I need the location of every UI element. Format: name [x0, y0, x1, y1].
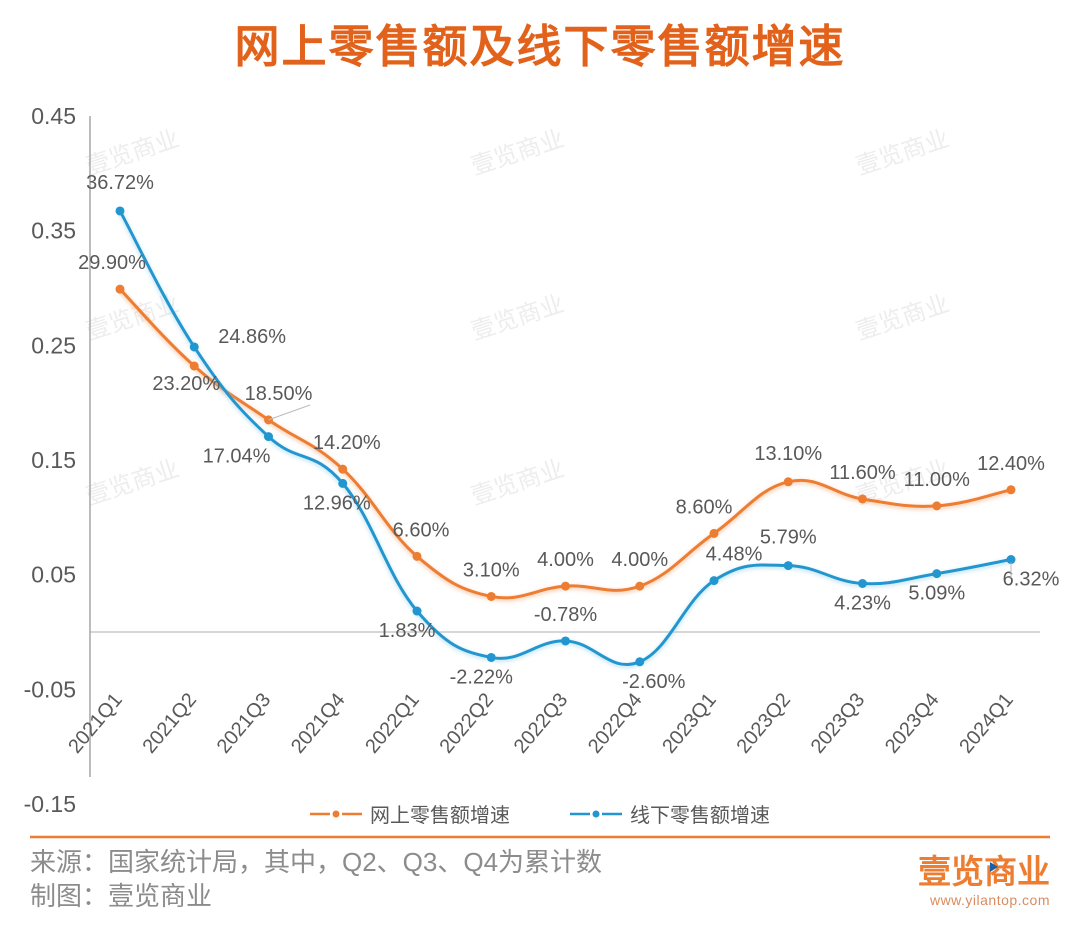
svg-text:13.10%: 13.10%	[754, 443, 822, 465]
svg-text:2024Q1: 2024Q1	[955, 689, 1018, 758]
svg-text:18.50%: 18.50%	[245, 383, 313, 405]
svg-text:8.60%: 8.60%	[676, 496, 733, 518]
svg-text:3.10%: 3.10%	[463, 559, 520, 581]
svg-text:制图：壹览商业: 制图：壹览商业	[30, 881, 212, 911]
svg-text:5.79%: 5.79%	[760, 527, 817, 549]
svg-text:-0.78%: -0.78%	[534, 604, 598, 626]
svg-text:17.04%: 17.04%	[203, 446, 271, 468]
svg-text:5.09%: 5.09%	[908, 583, 965, 605]
svg-text:线下零售额增速: 线下零售额增速	[630, 804, 770, 827]
svg-text:壹览商业: 壹览商业	[468, 290, 568, 345]
svg-text:来源：国家统计局，其中，Q2、Q3、Q4为累计数: 来源：国家统计局，其中，Q2、Q3、Q4为累计数	[30, 847, 602, 877]
svg-text:0.45: 0.45	[31, 103, 76, 129]
svg-text:2021Q2: 2021Q2	[138, 689, 201, 758]
svg-text:2023Q1: 2023Q1	[658, 689, 721, 758]
svg-text:-2.60%: -2.60%	[622, 671, 686, 693]
svg-text:23.20%: 23.20%	[152, 373, 220, 395]
svg-text:6.60%: 6.60%	[393, 519, 450, 541]
svg-text:2023Q4: 2023Q4	[881, 689, 944, 758]
svg-text:4.00%: 4.00%	[611, 549, 668, 571]
svg-text:4.00%: 4.00%	[537, 549, 594, 571]
svg-text:0.05: 0.05	[31, 562, 76, 588]
svg-text:24.86%: 24.86%	[218, 326, 286, 348]
svg-text:2022Q4: 2022Q4	[584, 689, 647, 758]
svg-text:12.40%: 12.40%	[977, 453, 1045, 475]
svg-text:2021Q4: 2021Q4	[287, 689, 350, 758]
svg-text:0.25: 0.25	[31, 332, 76, 358]
svg-text:29.90%: 29.90%	[78, 252, 146, 274]
svg-text:www.yilantop.com: www.yilantop.com	[929, 892, 1050, 908]
svg-text:-2.22%: -2.22%	[450, 666, 514, 688]
svg-text:壹览商业: 壹览商业	[853, 125, 953, 180]
svg-text:4.48%: 4.48%	[706, 544, 763, 566]
svg-text:2022Q1: 2022Q1	[361, 689, 424, 758]
svg-text:网上零售额增速: 网上零售额增速	[370, 804, 510, 827]
svg-text:2022Q2: 2022Q2	[435, 689, 498, 758]
svg-text:2021Q3: 2021Q3	[213, 689, 276, 758]
svg-text:壹览商业: 壹览商业	[918, 853, 1050, 890]
svg-text:11.60%: 11.60%	[829, 462, 896, 484]
svg-text:11.00%: 11.00%	[904, 469, 971, 491]
svg-text:4.23%: 4.23%	[834, 593, 891, 615]
svg-text:12.96%: 12.96%	[303, 492, 371, 514]
svg-text:-0.05: -0.05	[24, 676, 76, 702]
svg-text:2023Q3: 2023Q3	[807, 689, 870, 758]
svg-text:36.72%: 36.72%	[86, 172, 154, 194]
svg-text:壹览商业: 壹览商业	[83, 290, 183, 345]
svg-text:0.35: 0.35	[31, 218, 76, 244]
svg-text:0.15: 0.15	[31, 447, 76, 473]
svg-text:壹览商业: 壹览商业	[853, 290, 953, 345]
svg-text:壹览商业: 壹览商业	[468, 455, 568, 510]
svg-text:壹览商业: 壹览商业	[83, 455, 183, 510]
svg-text:1.83%: 1.83%	[379, 620, 436, 642]
svg-text:14.20%: 14.20%	[313, 432, 381, 454]
svg-text:2022Q3: 2022Q3	[510, 689, 573, 758]
svg-text:壹览商业: 壹览商业	[468, 125, 568, 180]
svg-text:-0.15: -0.15	[24, 791, 76, 817]
svg-text:2023Q2: 2023Q2	[732, 689, 795, 758]
